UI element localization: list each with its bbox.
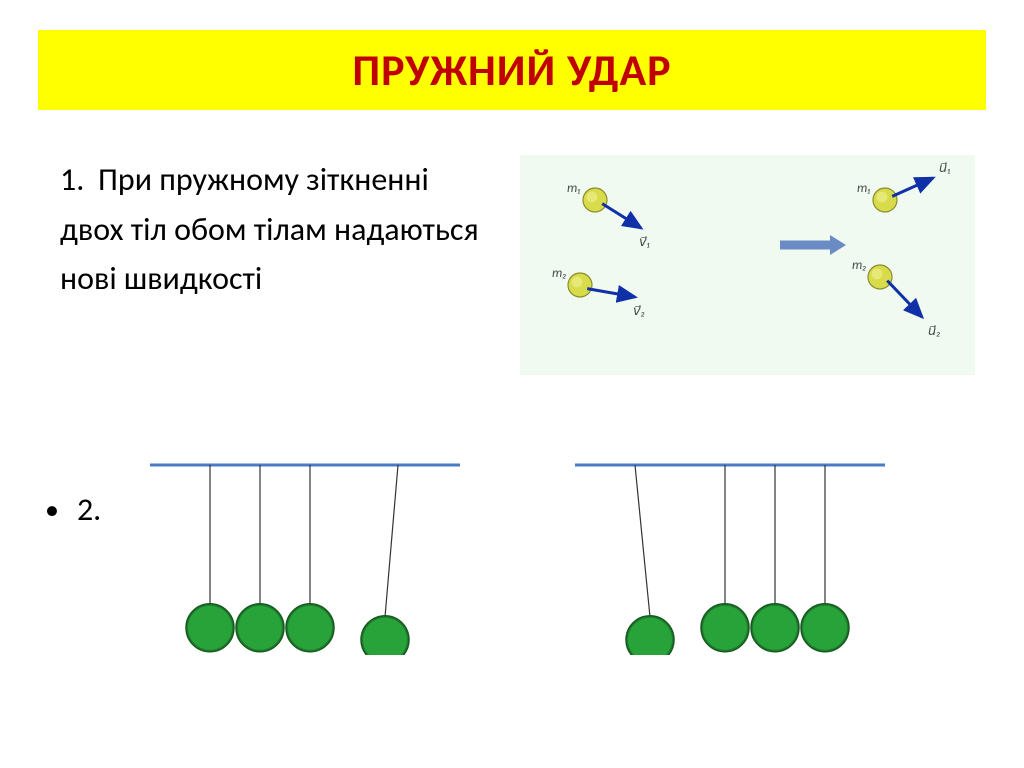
pendulum-left: [140, 455, 470, 655]
svg-text:u⃗₁: u⃗₁: [939, 161, 950, 176]
svg-text:v⃗₁: v⃗₁: [639, 235, 650, 250]
pendulum-right-svg: [565, 455, 895, 655]
paragraph-1-text: При пружному зіткненні двох тіл обом тіл…: [60, 160, 479, 298]
pendulum-right: [565, 455, 895, 655]
collision-diagram: m₁ v⃗₁ m₂ v⃗₂ m₁ u⃗₁ m₂ u⃗₂: [520, 155, 975, 375]
bullet-2: • 2.: [45, 490, 101, 529]
svg-text:m₂: m₂: [852, 258, 867, 273]
slide-title: ПРУЖНИЙ УДАР: [352, 43, 671, 97]
collision-svg: m₁ v⃗₁ m₂ v⃗₂ m₁ u⃗₁ m₂ u⃗₂: [520, 155, 975, 375]
svg-text:m₁: m₁: [857, 181, 870, 196]
paragraph-1: 1.При пружному зіткненні двох тіл обом т…: [60, 155, 480, 304]
pendulum-left-svg: [140, 455, 470, 655]
paragraph-1-number: 1.: [60, 155, 98, 205]
svg-text:m₁: m₁: [567, 181, 580, 196]
title-bar: ПРУЖНИЙ УДАР: [38, 30, 986, 110]
svg-text:m₂: m₂: [552, 266, 567, 281]
svg-text:v⃗₂: v⃗₂: [633, 304, 645, 319]
bullet-marker: •: [45, 492, 59, 527]
bullet-2-text: 2.: [77, 490, 101, 529]
svg-text:u⃗₂: u⃗₂: [928, 324, 941, 339]
